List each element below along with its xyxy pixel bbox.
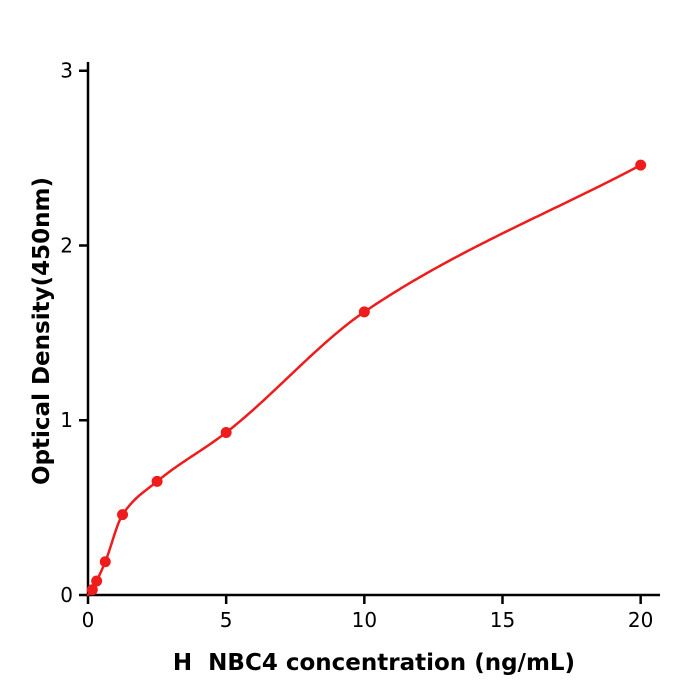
- x-tick-label: 20: [628, 608, 653, 632]
- x-tick-label: 0: [82, 608, 95, 632]
- x-tick-label: 10: [352, 608, 377, 632]
- x-axis-label: H NBC4 concentration (ng/mL): [172, 650, 576, 676]
- fit-curve: [86, 163, 642, 597]
- data-point: [91, 575, 103, 587]
- data-point: [358, 306, 370, 318]
- x-tick-label: 15: [490, 608, 515, 632]
- data-point: [151, 475, 163, 487]
- y-tick-label: 3: [60, 59, 73, 83]
- y-tick-label: 2: [60, 233, 73, 257]
- data-point: [86, 584, 98, 596]
- y-axis-label: Optical Density(450nm): [29, 177, 55, 485]
- y-tick-label: 1: [60, 408, 73, 432]
- data-point: [220, 426, 232, 438]
- y-tick-label: 0: [60, 583, 73, 607]
- x-tick-label: 5: [220, 608, 233, 632]
- data-point: [117, 509, 129, 521]
- data-point: [635, 159, 647, 171]
- data-point: [99, 556, 111, 568]
